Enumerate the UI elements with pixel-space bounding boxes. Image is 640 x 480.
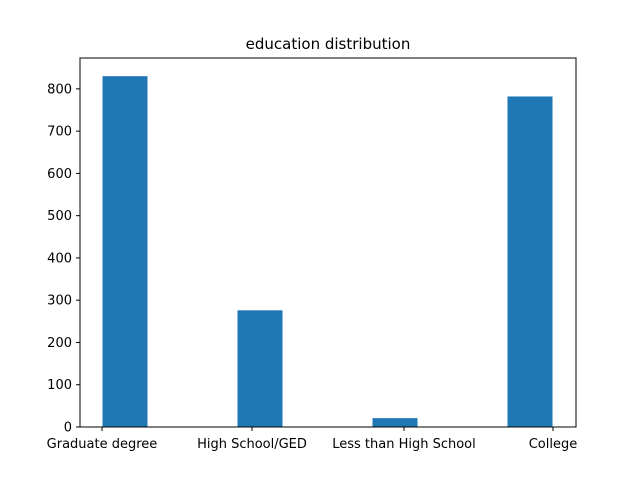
x-tick-label: College <box>529 437 578 452</box>
y-tick-label: 300 <box>47 294 72 309</box>
y-axis: 0 100 200 300 400 500 600 700 800 <box>47 82 80 436</box>
y-tick-label: 200 <box>47 336 72 351</box>
x-tick-label: Less than High School <box>332 437 476 452</box>
x-tick-label: Graduate degree <box>47 437 158 452</box>
bar-high-school-ged <box>237 310 283 427</box>
y-tick-label: 100 <box>47 378 72 393</box>
bar-graduate-degree <box>102 76 148 427</box>
bar-college <box>507 96 553 427</box>
y-tick-label: 600 <box>47 167 72 182</box>
x-axis: Graduate degree High School/GED Less than … <box>47 427 578 452</box>
plot-frame <box>79 57 577 428</box>
y-tick-label: 0 <box>64 421 72 436</box>
y-tick-label: 400 <box>47 251 72 266</box>
x-tick-label: High School/GED <box>197 437 307 452</box>
y-tick-label: 500 <box>47 209 72 224</box>
bars-group <box>102 76 553 427</box>
y-tick-label: 700 <box>47 125 72 140</box>
chart-title: education distribution <box>246 35 411 53</box>
y-tick-label: 800 <box>47 82 72 97</box>
bar-less-than-high-school <box>372 418 418 427</box>
